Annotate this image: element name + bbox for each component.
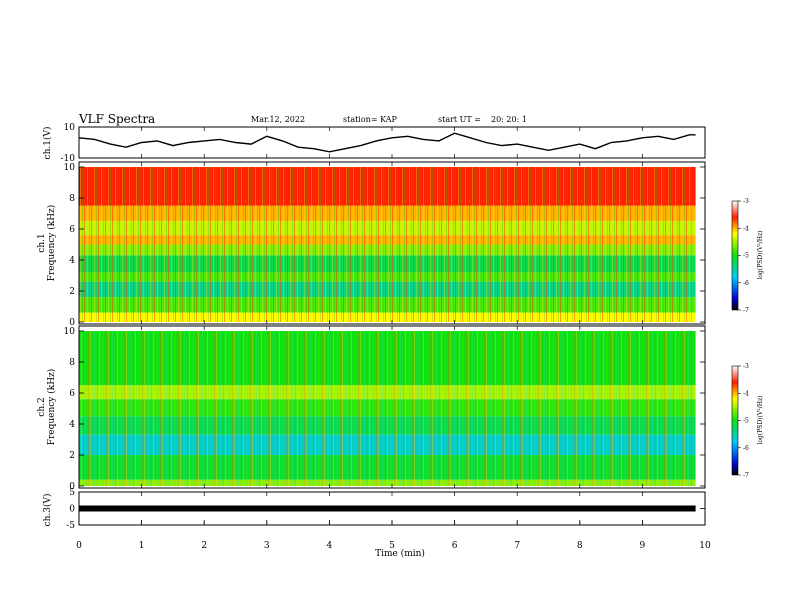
colorbar-tick-label: -7 — [743, 472, 749, 479]
time-x-axis: 0 1 2 3 4 5 6 7 8 9 10 — [76, 127, 711, 551]
ch1-colorbar-ticks: -7 -6 -5 -4 -3 — [738, 198, 749, 314]
ch1-waveform-series — [78, 132, 696, 153]
spectrogram-y-tick-label: 8 — [69, 358, 75, 368]
start-time-value: 20: 20: 1 — [491, 115, 527, 124]
ch1-spectrogram-y-ticks: 0 2 4 6 8 10 — [64, 163, 705, 328]
ch1-colorbar-label: log(PSD)(V2/Hz) — [756, 231, 765, 280]
colorbar-tick-label: -6 — [743, 280, 749, 287]
x-tick-label: 10 — [699, 541, 711, 551]
x-tick-label: 1 — [139, 541, 145, 551]
ch1-spectrogram-panel: ch.1 Frequency (kHz) 0 2 4 6 8 10 -7 -6 -5 -4 -3 … — [37, 161, 765, 328]
ch2-spectrogram-panel: ch.2 Frequency (kHz) 0 2 4 6 8 10 -7 -6 -5 -4 -3 … — [37, 325, 765, 492]
x-tick-label: 0 — [76, 541, 82, 551]
station-label: station= KAP — [343, 115, 398, 124]
x-tick-label: 7 — [514, 541, 520, 551]
x-tick-label: 5 — [389, 541, 395, 551]
figure-title: VLF Spectra — [78, 112, 155, 126]
ch1-spectrogram-ylabel-channel: ch.1 — [37, 233, 47, 252]
ch1-ylabel: ch.1(V) — [42, 127, 53, 160]
colorbar-tick-label: -6 — [743, 445, 749, 452]
spectrogram-y-tick-label: 2 — [69, 287, 75, 297]
x-tick-label: 9 — [640, 541, 646, 551]
ch1-spectrogram-texture — [79, 167, 693, 322]
colorbar-tick-label: -4 — [743, 390, 749, 397]
ch1-y-tick-label: -10 — [61, 154, 76, 164]
colorbar-tick-label: -3 — [743, 198, 749, 205]
ch1-y-tick-label: 10 — [64, 123, 76, 133]
x-tick-label: 4 — [327, 541, 333, 551]
ch2-colorbar: -7 -6 -5 -4 -3 log(PSD)(V2/Hz) — [731, 363, 765, 479]
colorbar-tick-label: -5 — [743, 253, 749, 260]
start-ut-label: start UT = — [438, 115, 481, 124]
ch3-y-tick-label: 5 — [69, 488, 75, 498]
spectrogram-y-tick-label: 0 — [69, 482, 75, 492]
spectrogram-y-tick-label: 2 — [69, 451, 75, 461]
spectrogram-y-tick-label: 10 — [64, 327, 76, 337]
ch2-spectrogram-y-ticks: 0 2 4 6 8 10 — [64, 327, 705, 492]
spectrogram-y-tick-label: 6 — [69, 389, 75, 399]
ch1-y-ticks: -10 10 — [61, 123, 705, 164]
x-tick-label: 2 — [201, 541, 207, 551]
spectrogram-y-tick-label: 4 — [69, 420, 75, 430]
x-tick-label: 6 — [452, 541, 458, 551]
ch2-colorbar-label: log(PSD)(V2/Hz) — [756, 396, 765, 445]
spectrogram-y-tick-label: 8 — [69, 194, 75, 204]
ch3-y-tick-label: 0 — [69, 505, 75, 515]
spectrogram-y-tick-label: 4 — [69, 256, 75, 266]
spectrogram-y-tick-label: 10 — [64, 163, 76, 173]
ch1-spectrogram-ylabel: Frequency (kHz) — [46, 205, 57, 282]
spectrogram-y-tick-label: 6 — [69, 225, 75, 235]
date-label: Mar.12, 2022 — [251, 115, 305, 124]
ch1-colorbar: -7 -6 -5 -4 -3 log(PSD)(V2/Hz) — [731, 198, 765, 314]
ch2-spectrogram-ylabel: Frequency (kHz) — [46, 369, 57, 446]
ch2-colorbar-ticks: -7 -6 -5 -4 -3 — [738, 363, 749, 479]
ch3-y-tick-label: -5 — [66, 521, 75, 531]
colorbar-tick-label: -5 — [743, 418, 749, 425]
colorbar-tick-label: -7 — [743, 307, 749, 314]
ch3-ylabel: ch.3(V) — [42, 494, 53, 527]
colorbar-tick-label: -4 — [743, 225, 749, 232]
ch1-waveform-line — [78, 132, 696, 153]
ch2-spectrogram-ylabel-channel: ch.2 — [37, 397, 47, 416]
x-tick-label: 8 — [577, 541, 583, 551]
spectrogram-y-tick-label: 0 — [69, 318, 75, 328]
ch2-spectrogram-texture — [79, 331, 693, 486]
colorbar-tick-label: -3 — [743, 363, 749, 370]
x-tick-label: 3 — [264, 541, 270, 551]
x-axis-label: Time (min) — [375, 548, 425, 559]
